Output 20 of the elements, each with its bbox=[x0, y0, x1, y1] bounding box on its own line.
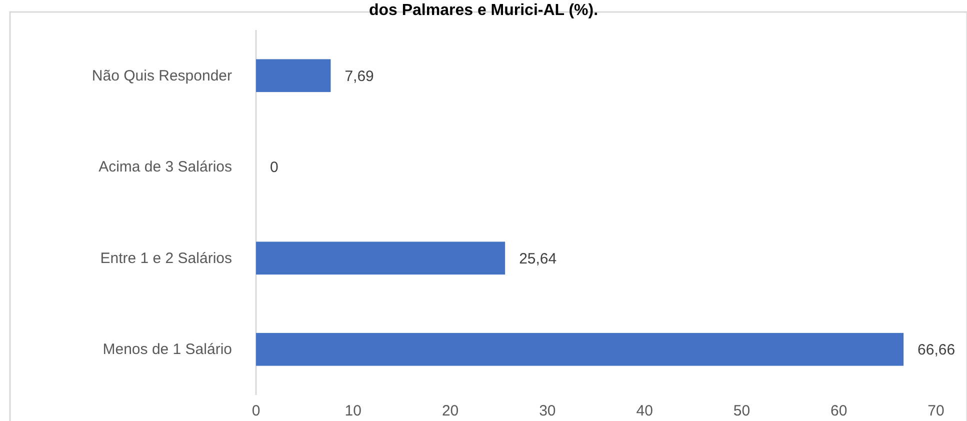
data-label: 7,69 bbox=[344, 68, 374, 85]
data-label: 66,66 bbox=[918, 342, 956, 359]
y-tick-label: Não Quis Responder bbox=[92, 67, 232, 84]
x-tick-label: 30 bbox=[539, 402, 556, 420]
x-tick-label: 40 bbox=[636, 402, 653, 420]
x-tick-label: 10 bbox=[344, 402, 362, 420]
bar bbox=[256, 59, 331, 92]
chart-title: dos Palmares e Murici-AL (%). bbox=[368, 2, 598, 19]
y-tick-label: Entre 1 e 2 Salários bbox=[100, 250, 232, 267]
y-tick-label: Acima de 3 Salários bbox=[98, 158, 232, 176]
x-tick-label: 60 bbox=[830, 402, 848, 420]
bar bbox=[256, 332, 904, 366]
x-tick-label: 0 bbox=[252, 402, 260, 420]
x-tick-label: 70 bbox=[928, 402, 944, 420]
x-tick-label: 20 bbox=[442, 402, 459, 420]
x-tick-label: 50 bbox=[733, 402, 750, 420]
y-tick-label: Menos de 1 Salário bbox=[102, 341, 232, 358]
bar bbox=[256, 242, 506, 275]
data-label: 25,64 bbox=[519, 250, 557, 268]
data-label: 0 bbox=[270, 159, 278, 176]
